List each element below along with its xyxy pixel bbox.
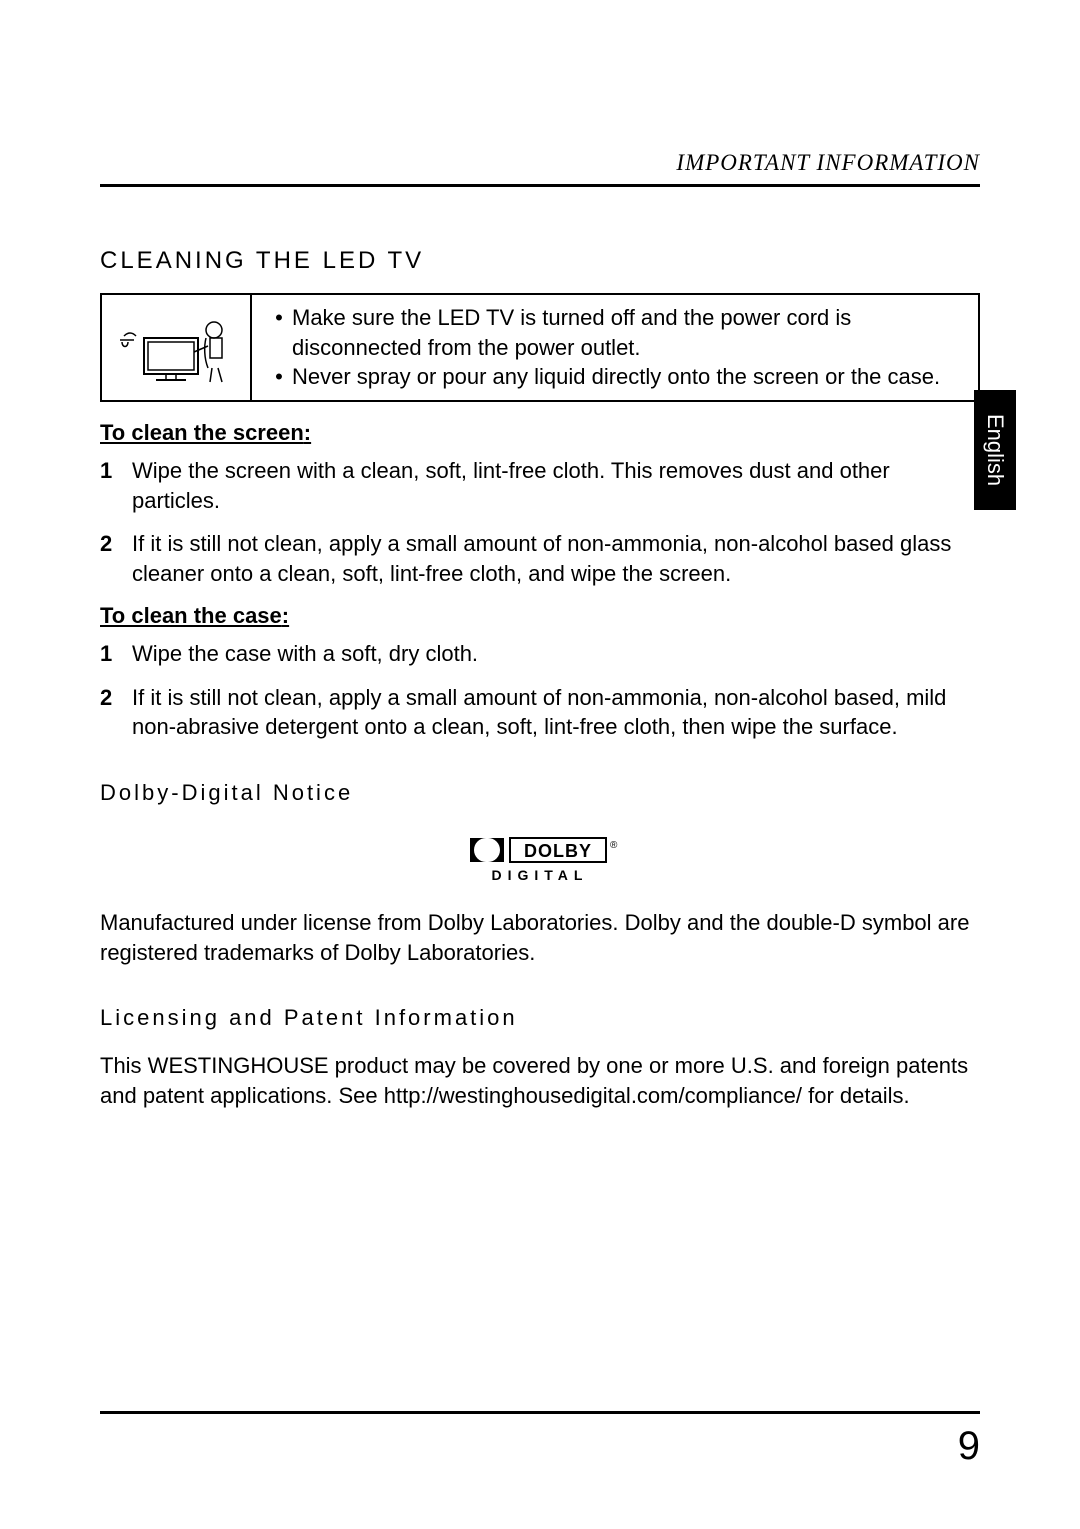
step-text: If it is still not clean, apply a small … [132,683,980,742]
clean-case-heading: To clean the case: [100,603,980,629]
cleaning-warning-text: •Make sure the LED TV is turned off and … [252,295,978,400]
svg-text:®: ® [610,840,618,851]
cleaning-title: CLEANING THE LED TV [100,247,980,275]
page-footer: 9 [100,1411,980,1469]
warning-item: •Never spray or pour any liquid directly… [266,362,968,392]
dolby-title: Dolby-Digital Notice [100,780,980,806]
list-item: 2If it is still not clean, apply a small… [100,529,980,588]
page-header: IMPORTANT INFORMATION [100,150,980,187]
cleaning-tv-icon [116,308,236,388]
step-text: Wipe the screen with a clean, soft, lint… [132,456,980,515]
svg-text:DOLBY: DOLBY [524,841,592,861]
page-number: 9 [100,1424,980,1469]
page: IMPORTANT INFORMATION English CLEANING T… [0,0,1080,1529]
clean-screen-steps: 1Wipe the screen with a clean, soft, lin… [100,456,980,589]
dolby-text: Manufactured under license from Dolby La… [100,908,980,967]
svg-text:DIGITAL: DIGITAL [492,867,589,883]
clean-case-steps: 1Wipe the case with a soft, dry cloth. 2… [100,639,980,742]
list-item: 1Wipe the screen with a clean, soft, lin… [100,456,980,515]
cleaning-illustration [102,295,252,400]
warning-text: Never spray or pour any liquid directly … [292,362,940,392]
list-item: 1Wipe the case with a soft, dry cloth. [100,639,980,669]
list-item: 2If it is still not clean, apply a small… [100,683,980,742]
dolby-logo: DOLBY ® DIGITAL [100,834,980,888]
clean-screen-heading: To clean the screen: [100,420,980,446]
step-text: Wipe the case with a soft, dry cloth. [132,639,478,669]
warning-text: Make sure the LED TV is turned off and t… [292,303,968,362]
warning-item: •Make sure the LED TV is turned off and … [266,303,968,362]
cleaning-warning-box: •Make sure the LED TV is turned off and … [100,293,980,402]
licensing-title: Licensing and Patent Information [100,1005,980,1031]
language-tab: English [974,390,1016,510]
step-text: If it is still not clean, apply a small … [132,529,980,588]
dolby-logo-icon: DOLBY ® DIGITAL [440,834,640,888]
footer-rule [100,1411,980,1414]
licensing-text: This WESTINGHOUSE product may be covered… [100,1051,980,1110]
